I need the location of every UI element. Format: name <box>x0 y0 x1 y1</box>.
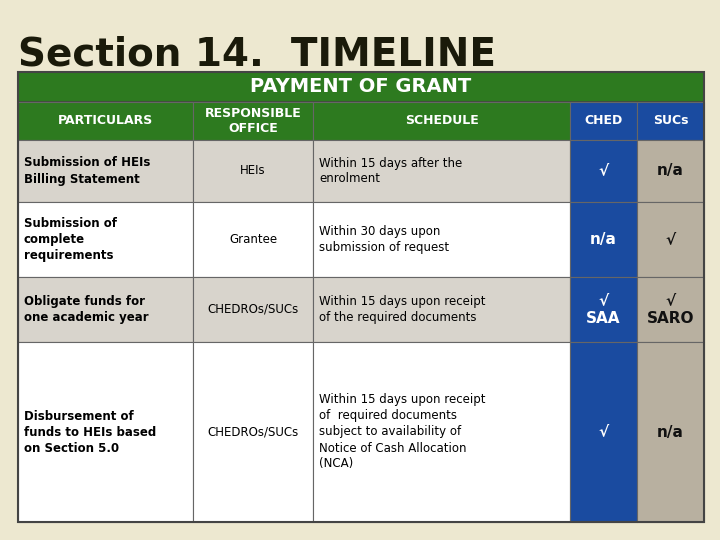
Bar <box>18 72 704 522</box>
Text: Obligate funds for
one academic year: Obligate funds for one academic year <box>24 295 148 324</box>
Bar <box>18 342 193 522</box>
Text: Within 30 days upon
submission of request: Within 30 days upon submission of reques… <box>319 225 449 254</box>
Bar <box>18 202 193 277</box>
Text: n/a: n/a <box>590 232 617 247</box>
Bar <box>636 140 704 202</box>
Bar <box>18 140 193 202</box>
Bar <box>636 342 704 522</box>
Bar <box>313 140 570 202</box>
Text: CHEDROs/SUCs: CHEDROs/SUCs <box>207 426 299 438</box>
Text: n/a: n/a <box>657 164 684 179</box>
Text: HEIs: HEIs <box>240 165 266 178</box>
Bar <box>636 277 704 342</box>
Text: CHED: CHED <box>585 114 623 127</box>
Text: RESPONSIBLE
OFFICE: RESPONSIBLE OFFICE <box>204 107 302 135</box>
Text: Submission of HEIs
Billing Statement: Submission of HEIs Billing Statement <box>24 157 150 186</box>
Bar <box>193 140 313 202</box>
Bar <box>570 102 636 140</box>
Text: CHEDROs/SUCs: CHEDROs/SUCs <box>207 303 299 316</box>
Text: √: √ <box>598 424 608 440</box>
Text: SCHEDULE: SCHEDULE <box>405 114 479 127</box>
Text: Submission of
complete
requirements: Submission of complete requirements <box>24 217 117 262</box>
Bar <box>193 277 313 342</box>
Bar <box>18 72 704 102</box>
Bar <box>313 277 570 342</box>
Text: √
SAA: √ SAA <box>586 293 621 326</box>
Bar <box>193 102 313 140</box>
Text: PARTICULARS: PARTICULARS <box>58 114 153 127</box>
Bar <box>636 102 704 140</box>
Bar <box>313 342 570 522</box>
Bar <box>18 102 193 140</box>
Text: Section 14.  TIMELINE: Section 14. TIMELINE <box>18 35 496 73</box>
Text: Within 15 days after the
enrolment: Within 15 days after the enrolment <box>319 157 462 186</box>
Bar <box>570 277 636 342</box>
Text: Grantee: Grantee <box>229 233 277 246</box>
Text: Disbursement of
funds to HEIs based
on Section 5.0: Disbursement of funds to HEIs based on S… <box>24 409 156 455</box>
Bar <box>570 202 636 277</box>
Text: Within 15 days upon receipt
of  required documents
subject to availability of
No: Within 15 days upon receipt of required … <box>319 394 485 470</box>
Bar <box>313 202 570 277</box>
Bar <box>570 342 636 522</box>
Bar <box>193 202 313 277</box>
Bar <box>636 202 704 277</box>
Text: √
SARO: √ SARO <box>647 293 694 326</box>
Text: √: √ <box>665 232 675 247</box>
Text: PAYMENT OF GRANT: PAYMENT OF GRANT <box>251 78 472 97</box>
Text: SUCs: SUCs <box>652 114 688 127</box>
Text: Within 15 days upon receipt
of the required documents: Within 15 days upon receipt of the requi… <box>319 295 485 324</box>
Text: n/a: n/a <box>657 424 684 440</box>
Bar <box>193 342 313 522</box>
Bar <box>570 140 636 202</box>
Bar <box>18 277 193 342</box>
Text: √: √ <box>598 164 608 179</box>
Bar <box>313 102 570 140</box>
